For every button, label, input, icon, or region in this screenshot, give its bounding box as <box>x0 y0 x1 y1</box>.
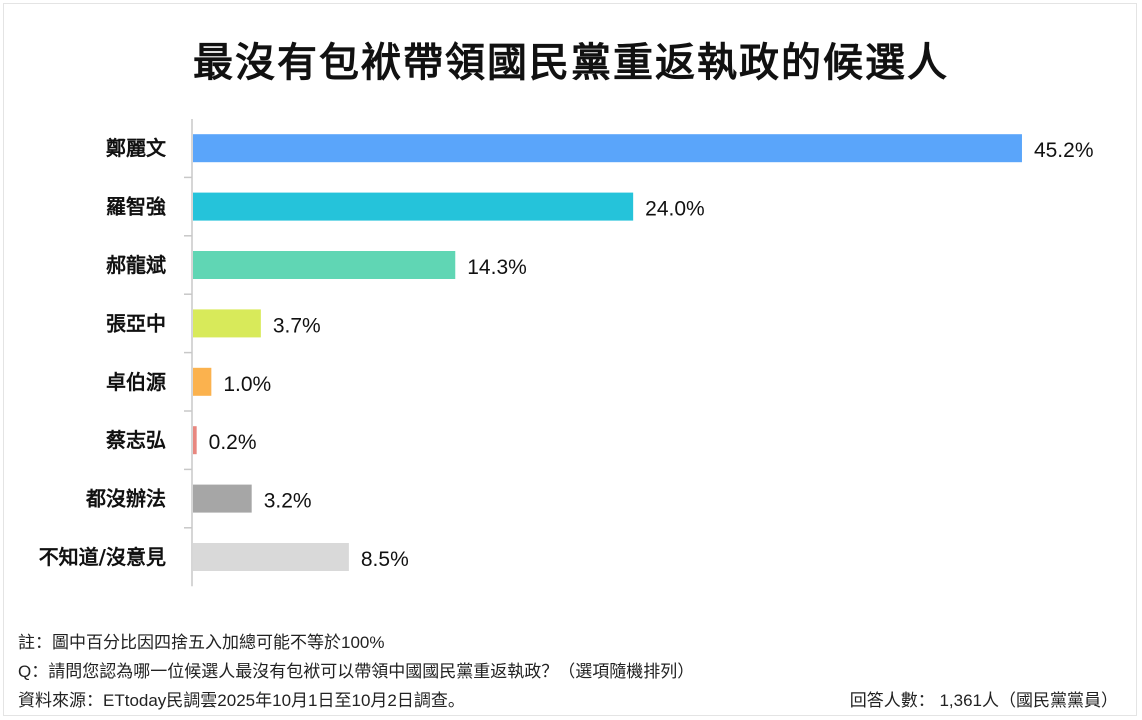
bar <box>193 543 349 571</box>
data-label: 3.2% <box>264 490 312 513</box>
bar <box>193 426 197 455</box>
category-label: 都沒辦法 <box>85 487 166 511</box>
data-label: 3.7% <box>273 314 321 337</box>
category-label: 郝龍斌 <box>106 253 166 277</box>
category-label: 蔡志弘 <box>105 428 166 452</box>
survey-question: Q：請問您認為哪一位候選人最沒有包袱可以帶領中國國民黨重返執政？（選項隨機排列） <box>18 662 695 681</box>
category-label: 張亞中 <box>106 311 166 335</box>
category-label: 不知道/沒意見 <box>39 545 166 569</box>
bar <box>193 309 261 338</box>
data-label: 24.0% <box>645 198 705 221</box>
bar <box>193 367 212 396</box>
category-label: 鄭麗文 <box>106 136 167 160</box>
data-label: 45.2% <box>1034 139 1094 162</box>
data-label: 1.0% <box>223 373 271 396</box>
data-label: 0.2% <box>209 431 257 454</box>
bar <box>193 484 252 513</box>
bar-chart: 鄭麗文 45.2% 羅智強 24.0% 郝龍斌 14.3% 張亞中 3.7% 卓伯源 1.0% 蔡志… <box>39 119 1094 587</box>
bar <box>193 134 1022 163</box>
respondent-count: 回答人數： 1,361人（國民黨黨員） <box>849 691 1118 710</box>
chart-title: 最沒有包袱帶領國民黨重返執政的候選人 <box>193 40 949 86</box>
category-label: 卓伯源 <box>106 370 166 394</box>
bar <box>193 251 456 279</box>
footnote: 註：圖中百分比因四捨五入加總可能不等於100% <box>18 633 385 652</box>
data-label: 14.3% <box>467 256 527 279</box>
bar <box>193 192 634 221</box>
data-source: 資料來源：ETtoday民調雲2025年10月1日至10月2日調查。 <box>18 691 465 710</box>
data-label: 8.5% <box>361 548 409 571</box>
chart-frame <box>3 3 1137 716</box>
category-label: 羅智強 <box>106 195 166 219</box>
